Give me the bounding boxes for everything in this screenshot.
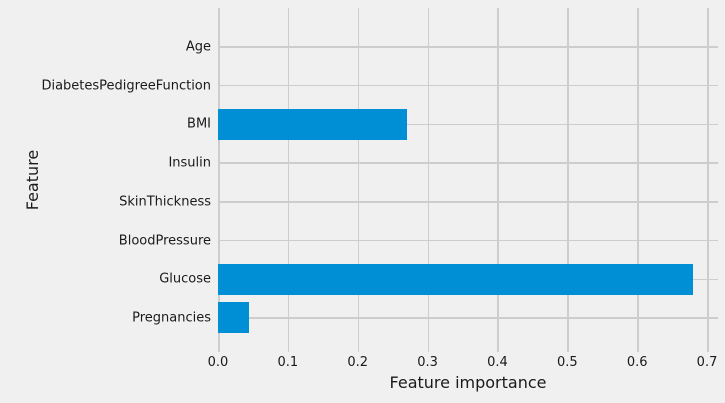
x-tick-label: 0.4 xyxy=(487,355,508,370)
y-tick-label: Age xyxy=(185,39,211,55)
y-gridline xyxy=(218,239,718,242)
x-gridline xyxy=(497,8,499,352)
y-tick-label: Glucose xyxy=(159,271,211,287)
bar-pregnancies xyxy=(218,302,250,334)
y-tick-label: Insulin xyxy=(168,155,211,171)
y-gridline xyxy=(218,317,718,319)
x-tick-label: 0.6 xyxy=(626,355,648,370)
y-tick-label: Pregnancies xyxy=(132,310,211,326)
x-tick-label: 0.5 xyxy=(556,355,578,370)
x-gridline xyxy=(567,8,569,352)
x-gridline xyxy=(287,8,290,352)
y-tick-label: DiabetesPedigreeFunction xyxy=(41,78,211,94)
x-axis-title: Feature importance xyxy=(389,373,547,392)
y-tick-label: SkinThickness xyxy=(119,194,211,210)
x-gridline xyxy=(427,8,430,352)
y-gridline xyxy=(218,46,718,48)
y-gridline xyxy=(218,201,718,203)
plot-area xyxy=(218,8,718,352)
x-tick-label: 0.0 xyxy=(207,355,229,370)
x-tick-label: 0.2 xyxy=(347,355,369,370)
x-gridline xyxy=(357,8,360,352)
x-tick-label: 0.3 xyxy=(417,355,438,370)
y-tick-label: BloodPressure xyxy=(118,233,211,249)
x-tick-label: 0.7 xyxy=(696,355,718,370)
x-tick-label: 0.1 xyxy=(277,355,299,370)
bar-glucose xyxy=(218,263,694,295)
y-gridline xyxy=(218,84,718,87)
y-tick-label: BMI xyxy=(187,116,211,132)
bar-bmi xyxy=(218,108,407,140)
y-gridline xyxy=(218,162,718,164)
x-gridline xyxy=(218,8,220,352)
x-gridline xyxy=(637,8,639,352)
x-gridline xyxy=(707,8,709,352)
y-gridline xyxy=(218,123,718,126)
